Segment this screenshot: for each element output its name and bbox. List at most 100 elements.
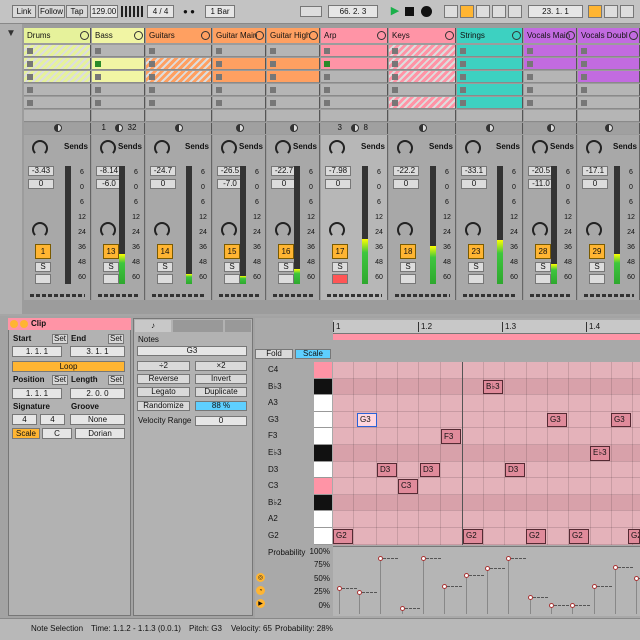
- clip-slot[interactable]: [524, 45, 577, 57]
- clip-stop[interactable]: [581, 87, 587, 93]
- transport-toggle[interactable]: [444, 5, 458, 18]
- clip-slot[interactable]: [457, 45, 523, 57]
- track-fold[interactable]: [445, 31, 454, 40]
- start-set[interactable]: Set: [52, 334, 68, 344]
- scale-button[interactable]: Scale: [12, 428, 40, 439]
- midi-note[interactable]: G2: [526, 529, 546, 544]
- track-number[interactable]: 13: [103, 244, 119, 259]
- groove-field[interactable]: None: [70, 414, 125, 425]
- clip-slot[interactable]: [578, 84, 640, 96]
- probability-point[interactable]: [442, 584, 447, 589]
- invert-button[interactable]: Invert: [195, 374, 247, 384]
- pitch-field[interactable]: G3: [137, 346, 247, 356]
- clip-slot[interactable]: [389, 71, 456, 83]
- midi-note[interactable]: G3: [611, 412, 631, 428]
- grid-row[interactable]: [333, 411, 640, 429]
- track-fold[interactable]: [566, 31, 575, 40]
- track-number[interactable]: 23: [468, 244, 484, 259]
- arrangement-position[interactable]: 66. 2. 3: [328, 5, 378, 18]
- solo-button[interactable]: S: [535, 262, 551, 272]
- midi-note[interactable]: G2: [569, 529, 589, 544]
- clip-stop[interactable]: [27, 100, 33, 106]
- probability-point[interactable]: [549, 603, 554, 608]
- clip-slot[interactable]: [524, 58, 577, 70]
- probability-point[interactable]: [528, 595, 533, 600]
- midi-note[interactable]: B♭3: [483, 379, 503, 395]
- clip-stop[interactable]: [216, 74, 222, 80]
- legato-button[interactable]: Legato: [137, 387, 190, 397]
- track-fold[interactable]: [134, 31, 143, 40]
- piano-key[interactable]: [314, 378, 332, 396]
- probability-point[interactable]: [400, 606, 405, 611]
- pan-knob[interactable]: [586, 222, 602, 238]
- clip-slot[interactable]: [24, 110, 91, 122]
- clip-stop[interactable]: [324, 100, 330, 106]
- track-fold[interactable]: [629, 31, 638, 40]
- solo-button[interactable]: S: [332, 262, 348, 272]
- clip-slot[interactable]: [213, 71, 266, 83]
- clip-stop[interactable]: [95, 100, 101, 106]
- send-knob[interactable]: [532, 140, 548, 156]
- clip-slot[interactable]: [524, 84, 577, 96]
- loop-toggle[interactable]: [588, 5, 602, 18]
- clip-stop[interactable]: [149, 74, 155, 80]
- clip-slot[interactable]: [389, 110, 456, 122]
- transport-toggle[interactable]: [492, 5, 506, 18]
- clip-stop[interactable]: [581, 100, 587, 106]
- track-fold[interactable]: [255, 31, 264, 40]
- tempo-field[interactable]: 129.00: [90, 5, 118, 18]
- clip-slot[interactable]: [389, 97, 456, 109]
- transport-toggle[interactable]: [476, 5, 490, 18]
- clip-slot[interactable]: [24, 45, 91, 57]
- pan-knob[interactable]: [532, 222, 548, 238]
- midi-note[interactable]: D3: [377, 462, 397, 478]
- track-header[interactable]: Drums: [24, 28, 91, 43]
- track-fold[interactable]: [201, 31, 210, 40]
- solo-button[interactable]: S: [157, 262, 173, 272]
- arm-button[interactable]: [224, 274, 240, 284]
- clip-stop[interactable]: [95, 48, 101, 54]
- clip-slot[interactable]: [321, 45, 388, 57]
- track-header[interactable]: Vocals Main: [524, 28, 577, 43]
- track-header[interactable]: Guitar Main: [213, 28, 266, 43]
- randomize-amount[interactable]: 88 %: [195, 401, 247, 411]
- pan-knob[interactable]: [275, 222, 291, 238]
- duplicate-button[interactable]: Duplicate: [195, 387, 247, 397]
- grid-row[interactable]: [333, 362, 640, 379]
- clip-slot[interactable]: [524, 97, 577, 109]
- grid-row[interactable]: [333, 395, 640, 412]
- transport-toggle[interactable]: [460, 5, 474, 18]
- clip-slot[interactable]: [92, 110, 145, 122]
- piano-key[interactable]: [314, 494, 332, 512]
- link-button[interactable]: Link: [12, 5, 36, 18]
- arm-button[interactable]: [157, 274, 173, 284]
- clip-slot[interactable]: [578, 58, 640, 70]
- track-number[interactable]: 18: [400, 244, 416, 259]
- probability-point[interactable]: [613, 565, 618, 570]
- loop-button[interactable]: Loop: [12, 361, 125, 372]
- clip-stop[interactable]: [95, 74, 101, 80]
- clip-stop[interactable]: [324, 87, 330, 93]
- sig-den[interactable]: 4: [40, 414, 65, 425]
- track-number[interactable]: 28: [535, 244, 551, 259]
- clip-slot[interactable]: [24, 71, 91, 83]
- probability-point[interactable]: [570, 603, 575, 608]
- piano-key[interactable]: [314, 395, 332, 412]
- piano-key[interactable]: [314, 445, 332, 462]
- clip-stop[interactable]: [581, 48, 587, 54]
- metro-icon[interactable]: ● ●: [183, 7, 195, 16]
- length-set[interactable]: Set: [108, 375, 124, 385]
- probability-point[interactable]: [337, 586, 342, 591]
- clip-dot[interactable]: [20, 320, 28, 328]
- notes-tab[interactable]: ♪: [135, 320, 171, 332]
- probability-point[interactable]: [378, 556, 383, 561]
- clip-stop[interactable]: [392, 61, 398, 67]
- midi-note[interactable]: F3: [441, 429, 461, 444]
- probability-point[interactable]: [464, 573, 469, 578]
- track-number[interactable]: 14: [157, 244, 173, 259]
- midi-note[interactable]: G2: [463, 529, 483, 544]
- track-number[interactable]: 1: [35, 244, 51, 259]
- piano-key[interactable]: [314, 428, 332, 445]
- clip-slot[interactable]: [213, 84, 266, 96]
- piano-key[interactable]: [314, 411, 332, 429]
